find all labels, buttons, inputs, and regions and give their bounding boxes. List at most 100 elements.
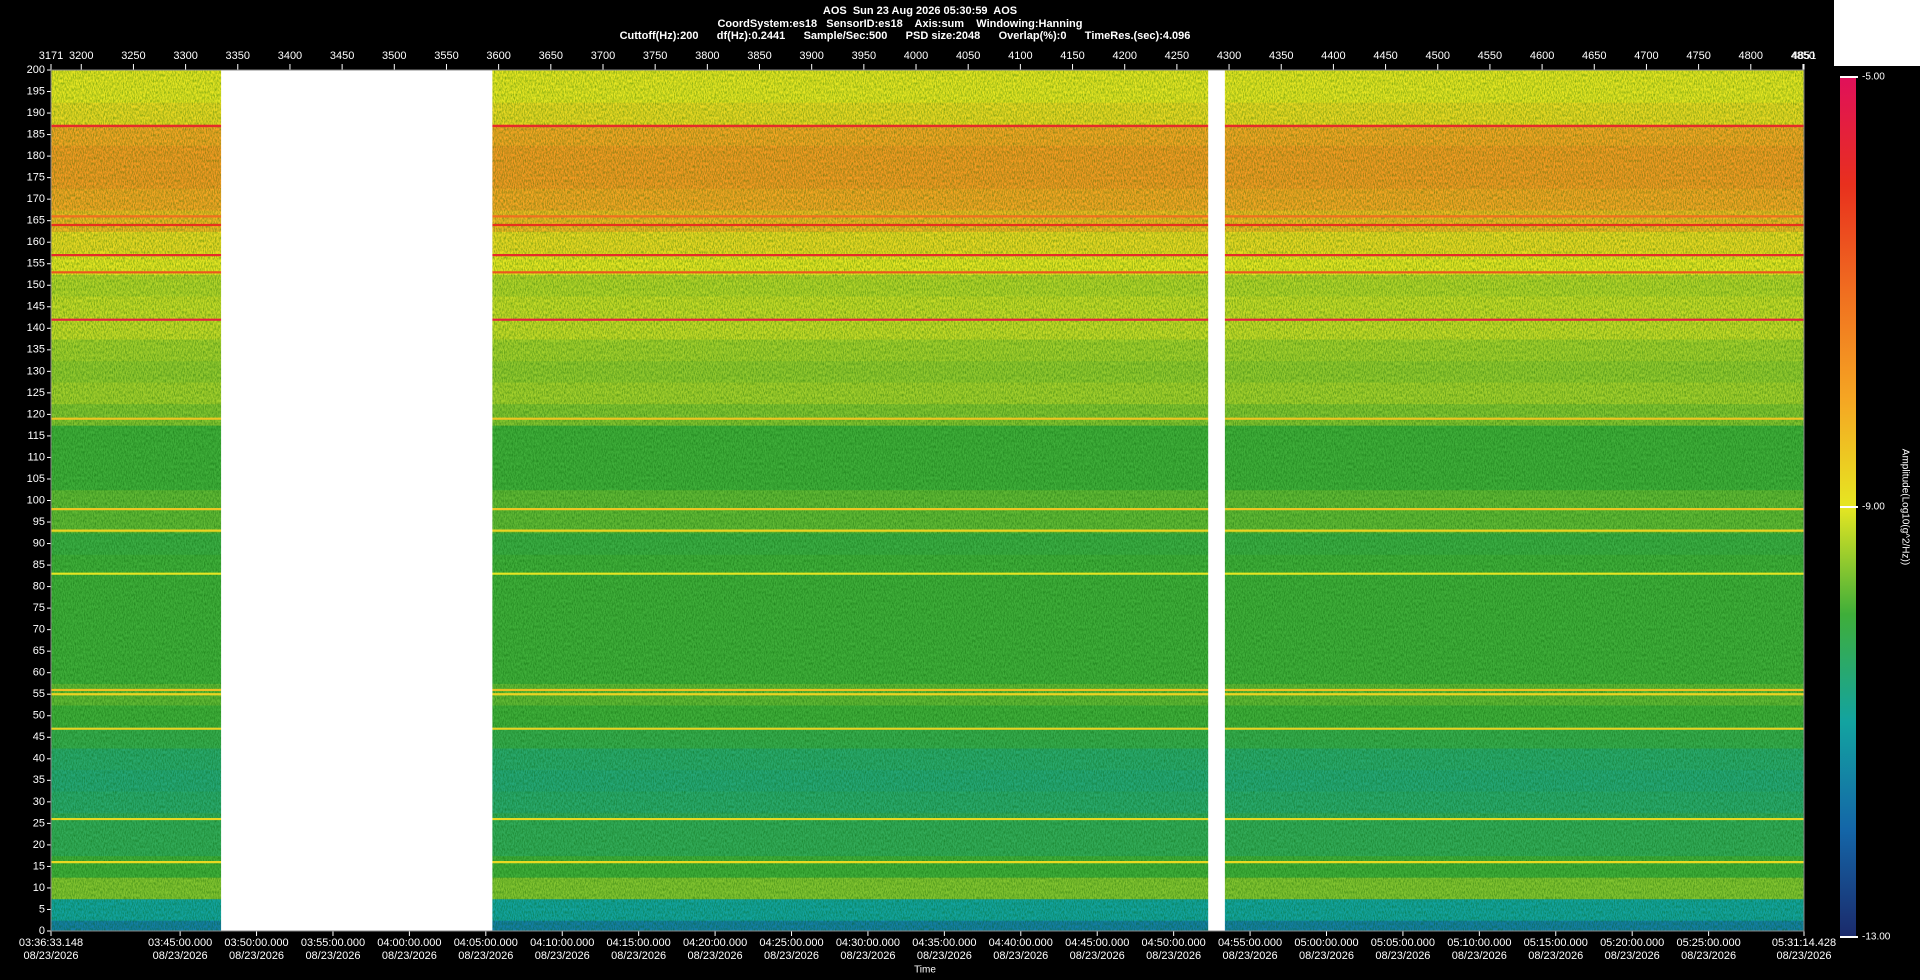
- time-tick-label: 04:05:00.000: [454, 937, 518, 949]
- time-tick-label: 05:15:00.000: [1524, 937, 1588, 949]
- colorbar-tick-label: -9.00: [1862, 502, 1885, 513]
- y-tick-label: 50: [33, 710, 45, 722]
- x-tick-label: 3400: [278, 50, 302, 62]
- y-tick-label: 10: [33, 882, 45, 894]
- y-tick-label: 170: [27, 193, 45, 205]
- x-tick-label: 3200: [69, 50, 93, 62]
- y-tick-label: 195: [27, 85, 45, 97]
- y-tick-label: 135: [27, 344, 45, 356]
- time-tick-date: 08/23/2026: [153, 950, 208, 962]
- time-tick-date: 08/23/2026: [382, 950, 437, 962]
- time-tick-date: 08/23/2026: [1605, 950, 1660, 962]
- time-tick-label: 03:36:33.148: [19, 937, 83, 949]
- y-tick-label: 65: [33, 645, 45, 657]
- x-tick-label: 4450: [1373, 50, 1397, 62]
- y-tick-label: 55: [33, 688, 45, 700]
- x-tick-label: 4250: [1165, 50, 1189, 62]
- time-tick-label: 04:00:00.000: [377, 937, 441, 949]
- time-tick-date: 08/23/2026: [305, 950, 360, 962]
- x-tick-label: 3650: [539, 50, 563, 62]
- x-tick-label: 4800: [1739, 50, 1763, 62]
- y-tick-label: 45: [33, 731, 45, 743]
- y-tick-label: 90: [33, 537, 45, 549]
- time-tick-date: 08/23/2026: [1681, 950, 1736, 962]
- y-tick-label: 125: [27, 387, 45, 399]
- time-tick-date: 08/23/2026: [688, 950, 743, 962]
- y-tick-label: 180: [27, 150, 45, 162]
- y-tick-label: 60: [33, 667, 45, 679]
- time-tick-date: 08/23/2026: [1070, 950, 1125, 962]
- x-tick-label: 4600: [1530, 50, 1554, 62]
- y-tick-label: 160: [27, 236, 45, 248]
- x-tick-label: 3350: [226, 50, 250, 62]
- time-tick-date: 08/23/2026: [611, 950, 666, 962]
- chart-title: AOS Sun 23 Aug 2026 05:30:59 AOS: [823, 5, 1017, 17]
- y-tick-label: 70: [33, 624, 45, 636]
- time-tick-date: 08/23/2026: [458, 950, 513, 962]
- time-tick-date: 08/23/2026: [1223, 950, 1278, 962]
- time-tick-label: 04:30:00.000: [836, 937, 900, 949]
- x-tick-label: 3600: [486, 50, 510, 62]
- chart-subtitle: CoordSystem:es18 SensorID:es18 Axis:sum …: [717, 18, 1082, 30]
- y-tick-label: 155: [27, 258, 45, 270]
- x-tick-label: 4000: [904, 50, 928, 62]
- y-tick-label: 120: [27, 408, 45, 420]
- x-tick-label: 4350: [1269, 50, 1293, 62]
- time-tick-date: 08/23/2026: [1776, 950, 1831, 962]
- time-tick-date: 08/23/2026: [1299, 950, 1354, 962]
- plot-frame: [50, 69, 1805, 932]
- time-tick-label: 04:45:00.000: [1065, 937, 1129, 949]
- x-tick-label: 4300: [1217, 50, 1241, 62]
- x-tick-label: 4150: [1060, 50, 1084, 62]
- time-tick-label: 04:10:00.000: [530, 937, 594, 949]
- x-tick-label: 4100: [1008, 50, 1032, 62]
- time-tick-label: 05:20:00.000: [1600, 937, 1664, 949]
- time-tick-date: 08/23/2026: [917, 950, 972, 962]
- time-tick-label: 04:35:00.000: [912, 937, 976, 949]
- time-tick-date: 08/23/2026: [1528, 950, 1583, 962]
- time-tick-label: 03:55:00.000: [301, 937, 365, 949]
- y-tick-label: 140: [27, 322, 45, 334]
- y-tick-label: 190: [27, 107, 45, 119]
- time-tick-date: 08/23/2026: [23, 950, 78, 962]
- time-tick-label: 04:25:00.000: [759, 937, 823, 949]
- x-tick-label: 3800: [695, 50, 719, 62]
- y-tick-label: 75: [33, 602, 45, 614]
- time-tick-label: 05:25:00.000: [1676, 937, 1740, 949]
- time-tick-label: 05:00:00.000: [1294, 937, 1358, 949]
- y-tick-label: 145: [27, 301, 45, 313]
- time-tick-label: 04:20:00.000: [683, 937, 747, 949]
- time-tick-date: 08/23/2026: [229, 950, 284, 962]
- x-tick-label: 3550: [434, 50, 458, 62]
- x-tick-label: 4400: [1321, 50, 1345, 62]
- y-tick-label: 0: [39, 925, 45, 937]
- y-tick-label: 115: [27, 430, 45, 442]
- x-tick-label: 4050: [956, 50, 980, 62]
- y-tick-label: 85: [33, 559, 45, 571]
- y-tick-label: 130: [27, 365, 45, 377]
- time-tick-label: 04:55:00.000: [1218, 937, 1282, 949]
- time-tick-date: 08/23/2026: [1146, 950, 1201, 962]
- y-tick-label: 150: [27, 279, 45, 291]
- x-tick-label: 3250: [121, 50, 145, 62]
- x-tick-label: 3900: [799, 50, 823, 62]
- x-tick-label: 4850: [1791, 50, 1815, 62]
- time-tick-label: 04:40:00.000: [989, 937, 1053, 949]
- corner-panel: [1834, 0, 1920, 66]
- y-tick-label: 5: [39, 903, 45, 915]
- x-tick-label: 4500: [1426, 50, 1450, 62]
- x-tick-label: 4851: [1792, 50, 1816, 62]
- colorbar-label: Amplitude(Log10(g^2/Hz)): [1899, 449, 1910, 565]
- time-tick-label: 03:45:00.000: [148, 937, 212, 949]
- y-tick-label: 25: [33, 817, 45, 829]
- y-tick-label: 30: [33, 796, 45, 808]
- time-tick-date: 08/23/2026: [535, 950, 590, 962]
- data-gap: [221, 70, 493, 931]
- colorbar-tick-label: -5.00: [1862, 72, 1885, 83]
- x-tick-label: 3850: [747, 50, 771, 62]
- time-tick-label: 05:10:00.000: [1447, 937, 1511, 949]
- time-tick-date: 08/23/2026: [840, 950, 895, 962]
- y-tick-label: 15: [33, 860, 45, 872]
- chart-parameters: Cuttoff(Hz):200 df(Hz):0.2441 Sample/Sec…: [620, 30, 1191, 42]
